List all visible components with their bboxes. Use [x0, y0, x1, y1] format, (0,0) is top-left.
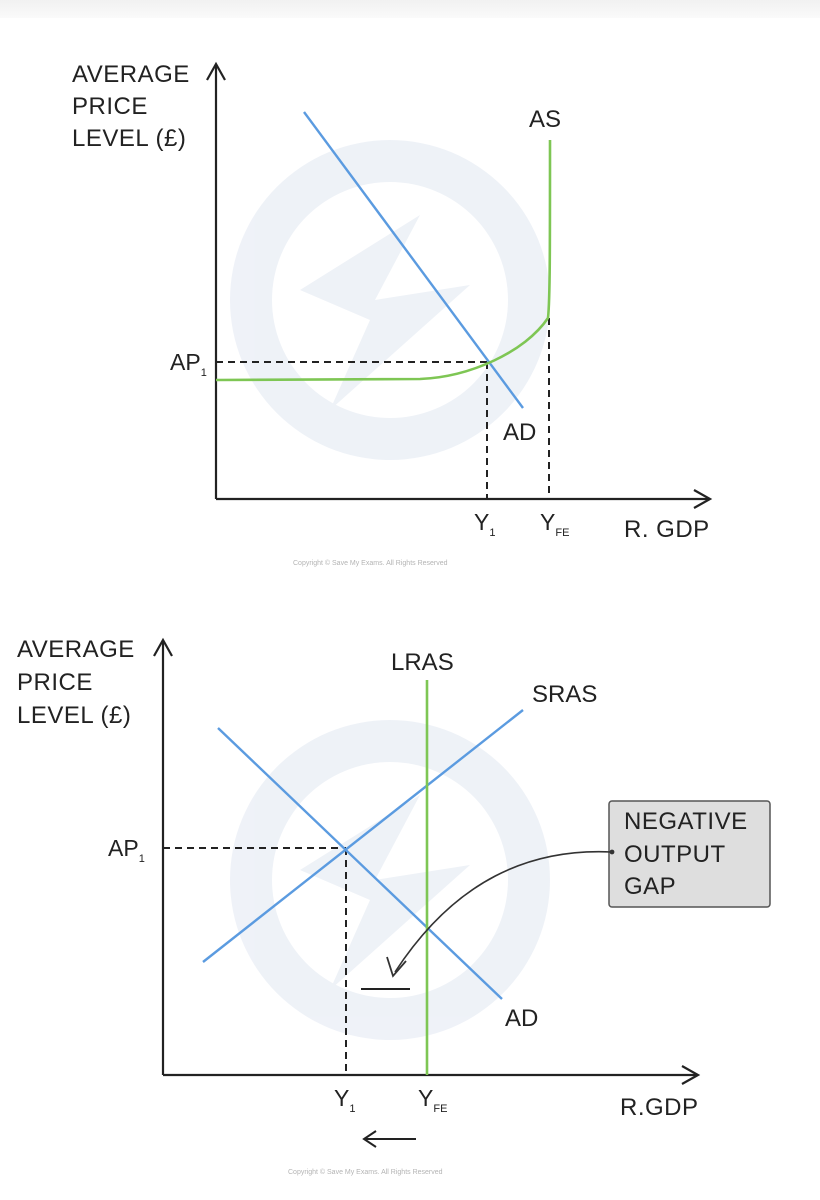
- as-curve-label: AS: [529, 106, 561, 133]
- top-bar: [0, 0, 820, 18]
- x-axis-label: R. GDP: [624, 516, 710, 543]
- callout-arrowhead-icon: [386, 956, 407, 978]
- copyright-notice: Copyright © Save My Exams. All Rights Re…: [288, 1168, 443, 1176]
- axes: [153, 637, 701, 1085]
- keynesian-as-ad-diagram: AVERAGE PRICE LEVEL (£) AS AD AP1 Y1 YFE…: [72, 61, 713, 567]
- as-curve: [215, 139, 552, 382]
- y-axis-arrow-icon: [206, 61, 226, 81]
- yfe-label: YFE: [418, 1085, 447, 1115]
- y1-label: Y1: [474, 509, 495, 539]
- lras-curve-label: LRAS: [391, 649, 454, 676]
- y-axis-label: AVERAGE PRICE LEVEL (£): [72, 61, 197, 152]
- y1-label: Y1: [334, 1085, 355, 1115]
- axes: [206, 61, 713, 509]
- sras-curve: [202, 709, 524, 963]
- ad-curve: [217, 727, 503, 1000]
- sras-curve-label: SRAS: [532, 681, 597, 708]
- x-axis-arrow-icon: [681, 1065, 701, 1085]
- yfe-label: YFE: [540, 509, 569, 539]
- x-axis-arrow-icon: [693, 489, 713, 509]
- negative-output-gap-diagram: AVERAGE PRICE LEVEL (£) LRAS SRAS AD NEG…: [17, 636, 771, 1176]
- y-axis-label: AVERAGE PRICE LEVEL (£): [17, 636, 142, 729]
- callout-text: NEGATIVE OUTPUT GAP: [624, 808, 755, 900]
- ad-curve-label: AD: [503, 419, 536, 446]
- price-level-label: AP1: [170, 349, 207, 379]
- callout-anchor-dot: [609, 849, 615, 855]
- watermark-logo: [230, 720, 550, 1040]
- watermark-logo: [230, 140, 550, 460]
- y-axis-arrow-icon: [153, 637, 173, 657]
- x-axis-label: R.GDP: [620, 1094, 699, 1121]
- price-level-label: AP1: [108, 835, 145, 865]
- callout-arrow: [394, 850, 613, 973]
- negative-output-gap-callout: [608, 800, 771, 908]
- left-arrow-icon: [362, 1130, 377, 1148]
- copyright-notice: Copyright © Save My Exams. All Rights Re…: [293, 559, 448, 567]
- ad-curve-label: AD: [505, 1005, 538, 1032]
- ad-curve: [303, 111, 524, 409]
